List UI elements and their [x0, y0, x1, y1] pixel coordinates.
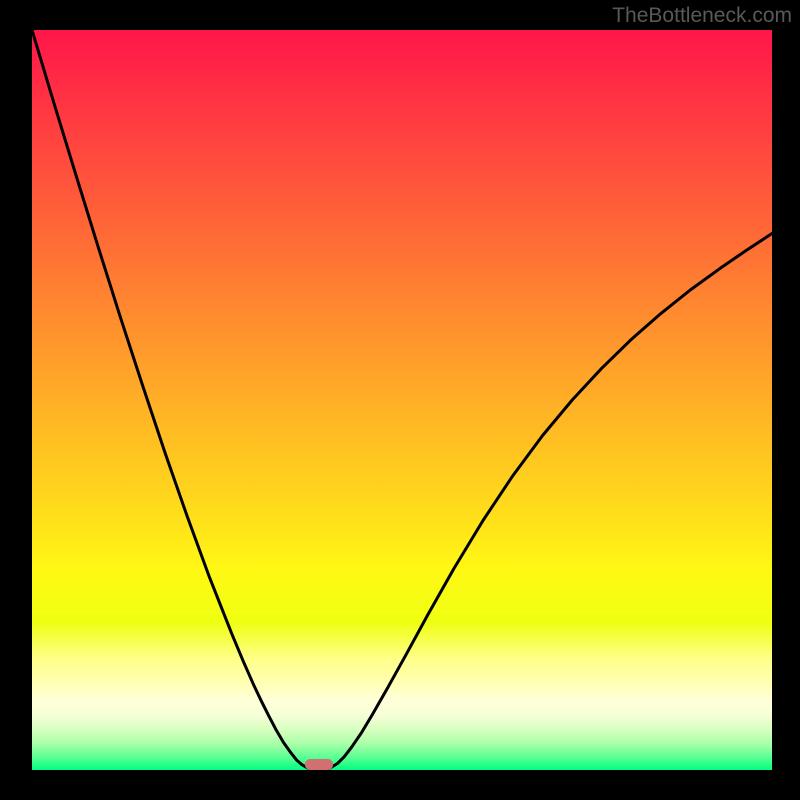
bottleneck-curve [32, 30, 772, 770]
optimum-marker [305, 759, 333, 770]
plot-area [32, 30, 772, 770]
watermark-text: TheBottleneck.com [612, 4, 792, 28]
